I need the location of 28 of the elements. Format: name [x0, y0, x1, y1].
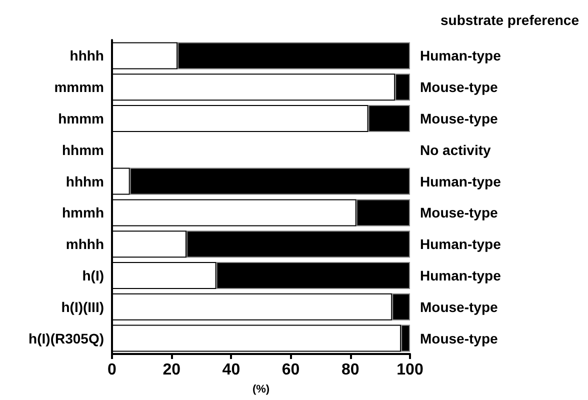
y-tick-label: h(I)(III) — [61, 298, 104, 315]
text: substrate preference — [440, 12, 580, 28]
text: Human-type — [420, 48, 502, 64]
x-tick-label: 0 — [108, 362, 117, 378]
text: Mouse-type — [420, 110, 498, 126]
text: No activity — [420, 142, 492, 158]
text: Human-type — [420, 173, 502, 190]
text: Mouse-type — [420, 330, 498, 346]
y-tick-label: hmmm — [58, 110, 104, 126]
y-tick-label: h(I)(R305Q) — [28, 330, 104, 346]
y-tick-label: mhhh — [66, 236, 104, 252]
y-tick-label: hhhm — [66, 173, 104, 190]
text: Human-type — [420, 268, 502, 284]
y-tick-label: hmmh — [62, 204, 104, 221]
x-axis-title: (%) — [252, 384, 270, 396]
text: Mouse-type — [420, 79, 498, 96]
text: Human-type — [420, 236, 502, 252]
y-tick-label: mmmm — [54, 79, 104, 96]
y-tick-label: hhmm — [62, 142, 104, 158]
text: Mouse-type — [420, 204, 498, 221]
x-tick-label: 20 — [162, 362, 181, 378]
x-tick-label: 100 — [396, 362, 424, 378]
x-tick-label: 80 — [342, 362, 360, 378]
y-tick-label: hhhh — [70, 48, 104, 64]
y-tick-label: h(I) — [82, 268, 104, 284]
text: Mouse-type — [420, 298, 498, 315]
x-tick-label: 40 — [222, 362, 240, 378]
x-tick-label: 60 — [282, 362, 300, 378]
